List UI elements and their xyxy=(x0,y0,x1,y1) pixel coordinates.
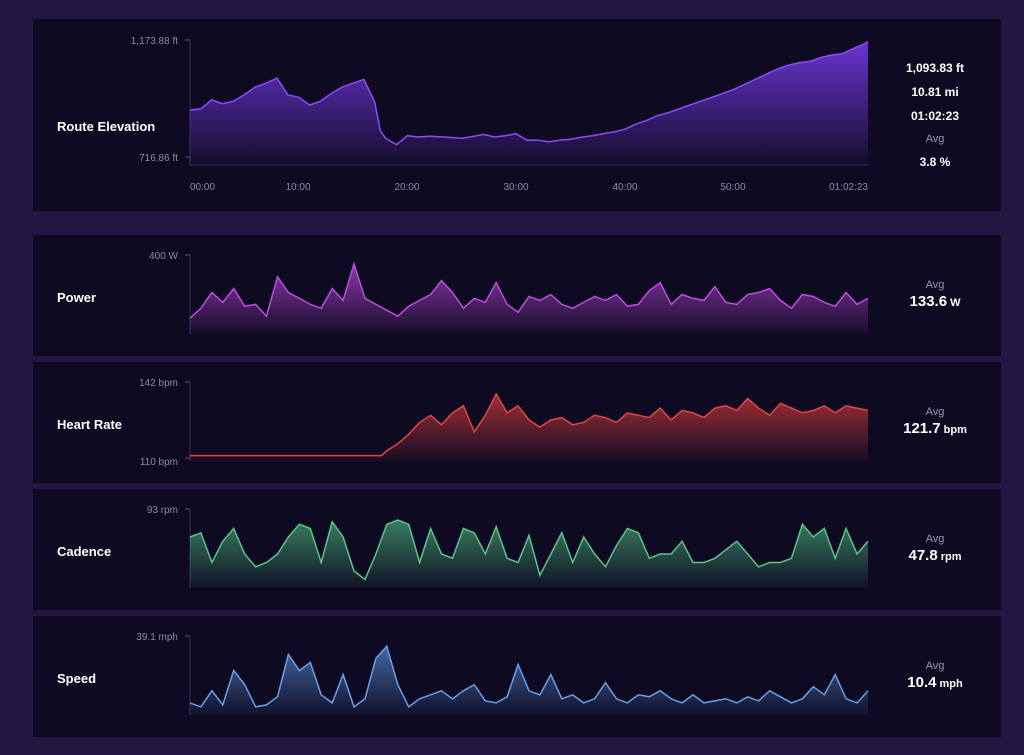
avg-label: Avg xyxy=(925,406,945,418)
power-chart[interactable]: 400 W xyxy=(33,235,883,356)
cadence-line xyxy=(189,519,869,581)
avg-value: 121.7 xyxy=(903,420,941,437)
route-elevation-chart[interactable]: 1,173.88 ft 716.86 ft 00:00 10:00 20:00 … xyxy=(33,19,883,211)
cadence-avg: Avg 47.8 rpm xyxy=(883,533,987,564)
avg-value: 10.4 xyxy=(907,674,937,691)
heart-rate-line xyxy=(190,392,869,457)
y-tick-label-max: 93 rpm xyxy=(147,505,178,516)
x-tick-label: 40:00 xyxy=(612,182,637,193)
cadence-panel: Cadence 93 rpm Avg 47.8 rpm xyxy=(33,489,1001,610)
y-tick-label-min: 110 bpm xyxy=(140,457,178,468)
x-tick-label: 50:00 xyxy=(720,182,745,193)
route-elevation-panel: Route Elevation 1,173.88 ft 716.86 ft 00… xyxy=(33,19,1001,211)
heart-rate-chart[interactable]: 142 bpm 110 bpm xyxy=(33,362,883,483)
power-area xyxy=(190,263,868,334)
avg-unit: bpm xyxy=(943,424,967,436)
heart-rate-area xyxy=(190,393,868,461)
y-tick-label-max: 142 bpm xyxy=(139,378,178,389)
speed-avg: Avg 10.4 mph xyxy=(883,660,987,691)
avg-unit: W xyxy=(950,297,961,309)
distance-stat: 10.81 mi xyxy=(911,85,959,99)
elevation-stat: 1,093.83 ft xyxy=(905,61,965,75)
y-tick-label-max: 1,173.88 ft xyxy=(131,36,178,47)
heart-rate-panel: Heart Rate 142 bpm 110 bpm Avg 121.7 bpm xyxy=(33,362,1001,483)
x-tick-label: 10:00 xyxy=(285,182,310,193)
heart-rate-avg: Avg 121.7 bpm xyxy=(883,406,987,437)
cadence-title: Cadence xyxy=(57,544,112,559)
heart-rate-title: Heart Rate xyxy=(57,417,123,432)
route-elevation-title: Route Elevation xyxy=(57,119,156,134)
power-title: Power xyxy=(57,290,97,305)
avg-label: Avg xyxy=(925,533,945,545)
duration-stat: 01:02:23 xyxy=(910,109,960,123)
x-tick-label: 30:00 xyxy=(503,182,528,193)
cadence-chart[interactable]: 93 rpm xyxy=(33,489,883,610)
speed-area xyxy=(190,646,868,715)
y-tick-label-max: 400 W xyxy=(149,251,178,262)
avg-label: Avg xyxy=(925,660,945,672)
y-tick-label-max: 39.1 mph xyxy=(136,632,178,643)
avg-value: 47.8 xyxy=(908,547,938,564)
avg-unit: rpm xyxy=(940,551,962,563)
avg-value: 133.6 xyxy=(909,293,948,310)
elevation-area xyxy=(190,41,868,165)
avg-grade-stat: 3.8 % xyxy=(919,155,951,169)
x-tick-label: 01:02:23 xyxy=(829,182,868,193)
avg-label: Avg xyxy=(925,279,945,291)
power-avg: Avg 133.6 W xyxy=(883,279,987,310)
x-tick-label: 00:00 xyxy=(190,182,215,193)
speed-chart[interactable]: 39.1 mph xyxy=(33,616,883,737)
elevation-line xyxy=(189,40,869,146)
power-line xyxy=(189,261,869,319)
power-panel: Power 400 W Avg 133.6 W xyxy=(33,235,1001,356)
speed-title: Speed xyxy=(57,671,97,686)
speed-panel: Speed 39.1 mph Avg 10.4 mph xyxy=(33,616,1001,737)
avg-unit: mph xyxy=(939,678,963,690)
speed-line xyxy=(189,644,869,709)
y-tick-label-min: 716.86 ft xyxy=(139,153,178,164)
x-tick-label: 20:00 xyxy=(394,182,419,193)
route-stats: 1,093.83 ft 10.81 mi 01:02:23 Avg 3.8 % xyxy=(883,56,987,174)
cadence-area xyxy=(190,520,868,588)
avg-label: Avg xyxy=(925,133,945,145)
